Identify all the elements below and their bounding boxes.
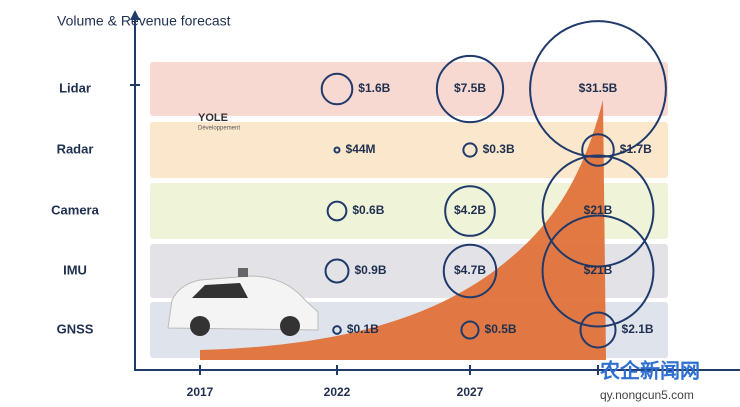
bubble — [444, 185, 496, 237]
bubble — [541, 214, 655, 328]
bubble — [320, 72, 354, 106]
value-label: $0.9B — [354, 263, 386, 277]
watermark: 农企新闻网 — [599, 358, 700, 382]
x-tick-label: 2017 — [187, 385, 214, 399]
row-label: Camera — [51, 202, 99, 217]
row-band — [150, 122, 668, 178]
value-label: $0.3B — [483, 142, 515, 156]
axis-arrow — [130, 10, 140, 20]
row-label: Lidar — [59, 80, 91, 95]
growth-area — [200, 100, 606, 360]
bubble — [333, 146, 341, 154]
row-label: Radar — [57, 141, 94, 156]
bubble — [326, 200, 348, 222]
value-label: $2.1B — [622, 322, 654, 336]
value-label: $7.5B — [454, 81, 486, 95]
bubble — [332, 325, 342, 335]
value-label: $4.2B — [454, 203, 486, 217]
bubble — [435, 54, 505, 124]
bubble — [460, 320, 480, 340]
row-label: IMU — [63, 262, 87, 277]
chart-title: Volume & Revenue forecast — [57, 13, 231, 29]
value-label: $44M — [346, 142, 376, 156]
watermark-url: qy.nongcun5.com — [600, 388, 694, 402]
logo: YOLE — [198, 112, 228, 124]
value-label: $0.1B — [347, 322, 379, 336]
value-label: $1.6B — [358, 81, 390, 95]
bubble — [324, 258, 350, 284]
x-tick-label: 2027 — [457, 385, 484, 399]
bubble — [579, 311, 617, 349]
row-band — [150, 183, 668, 239]
bubble — [442, 243, 498, 299]
bubble — [462, 142, 478, 158]
x-tick-label: 2022 — [324, 385, 351, 399]
value-label: $21B — [584, 203, 613, 217]
bubble — [581, 133, 615, 167]
logo-sub: Développement — [198, 126, 240, 132]
row-band — [150, 62, 668, 116]
bubble — [541, 154, 655, 268]
bubble — [529, 20, 667, 158]
car — [167, 268, 319, 336]
value-label: $0.5B — [485, 322, 517, 336]
value-label: $21B — [584, 263, 613, 277]
value-label: $0.6B — [352, 203, 384, 217]
value-label: $4.7B — [454, 263, 486, 277]
value-label: $1.7B — [620, 142, 652, 156]
row-label: GNSS — [57, 321, 94, 336]
value-label: $31.5B — [579, 81, 618, 95]
